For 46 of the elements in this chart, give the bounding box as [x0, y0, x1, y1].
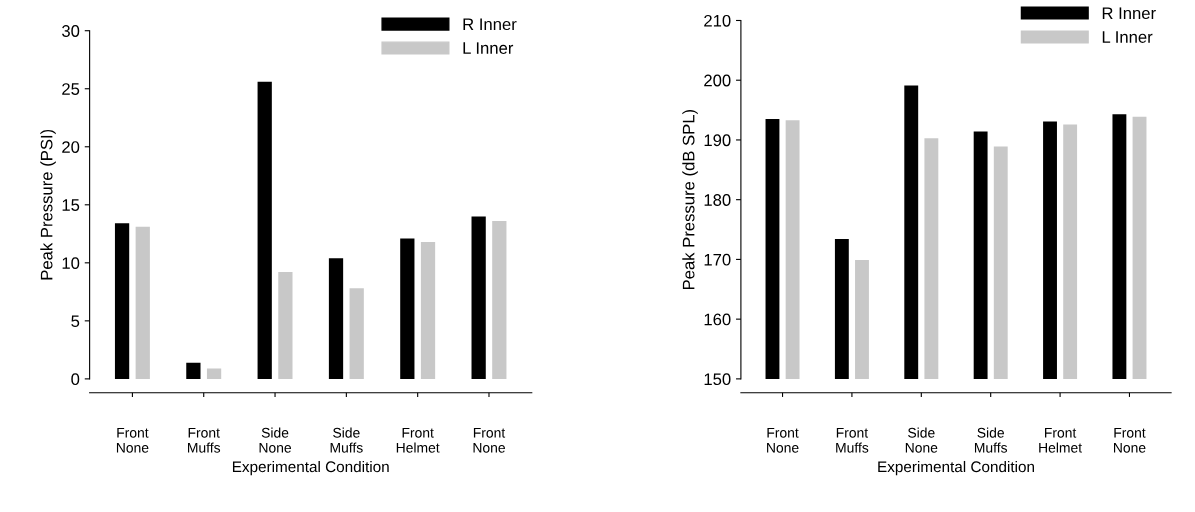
bar [328, 258, 344, 379]
x-tick-label: Front Muffs [188, 428, 221, 453]
y-tick-label: 180 [704, 194, 731, 206]
y-tick-label: 200 [704, 74, 731, 87]
legend-label: R Inner [1102, 7, 1156, 20]
y-tick-label: 170 [704, 253, 731, 266]
bar [257, 81, 272, 379]
x-tick-label: Front Helmet [396, 428, 440, 453]
legend-label: L Inner [463, 42, 514, 54]
x-tick-label: Front None [473, 428, 506, 453]
bar [206, 368, 222, 379]
y-tick-label: 210 [704, 14, 731, 27]
y-tick-label: 0 [71, 373, 80, 386]
x-tick-label: Side Muffs [330, 427, 363, 453]
bar [400, 238, 415, 379]
bar [420, 241, 436, 379]
x-tick-label: Front Muffs [836, 428, 869, 453]
y-tick-label: 25 [62, 83, 80, 95]
x-tick-label: Front Helmet [1039, 428, 1082, 453]
y-tick-label: 20 [62, 141, 80, 153]
bar [278, 272, 293, 379]
bar [135, 226, 150, 379]
bar [471, 216, 486, 379]
x-tick-label: Front None [116, 428, 149, 453]
legend-label: R Inner [463, 18, 517, 31]
y-tick-label: 160 [704, 313, 731, 326]
x-tick-label: Front None [767, 428, 799, 453]
x-tick-label: Side Muffs [974, 427, 1008, 453]
x-axis-title: Experimental Condition [878, 460, 1034, 476]
y-tick-label: 5 [71, 315, 80, 328]
y-tick-label: 190 [704, 134, 731, 147]
y-axis-title: Peak Pressure (dB SPL) [682, 109, 698, 290]
bar [186, 362, 201, 379]
x-axis-title: Experimental Condition [232, 460, 389, 476]
y-tick-label: 30 [62, 25, 80, 37]
x-tick-label: Front None [1114, 428, 1146, 453]
y-axis-title: Peak Pressure (PSI) [40, 129, 56, 280]
y-tick-label: 15 [62, 199, 80, 211]
x-tick-label: Side None [905, 427, 938, 453]
bar [349, 288, 364, 379]
y-tick-label: 150 [704, 373, 731, 386]
y-tick-label: 10 [62, 257, 80, 270]
bar [492, 221, 507, 379]
bar [114, 223, 130, 379]
legend-label: L Inner [1102, 31, 1153, 43]
x-tick-label: Side None [259, 427, 292, 453]
